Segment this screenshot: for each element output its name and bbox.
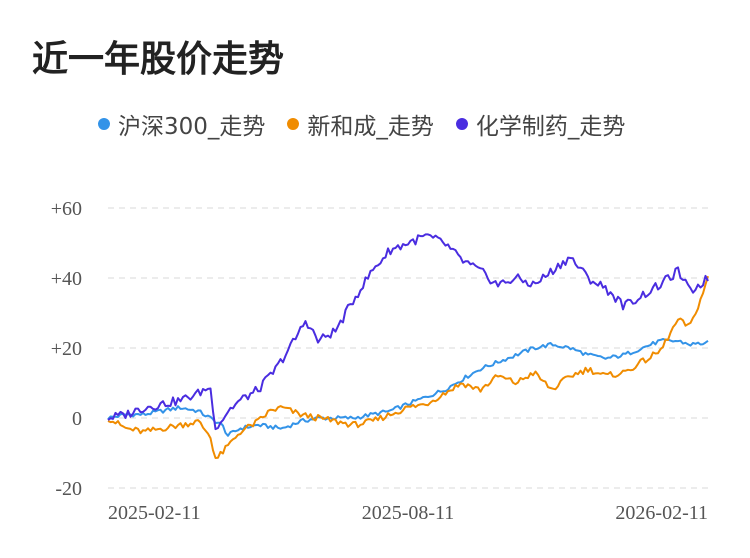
series-layer <box>107 233 709 459</box>
y-axis-ticks: -20 0 +20 +40 +60 <box>51 198 82 500</box>
x-axis-ticks: 2025-02-11 2025-08-11 2026-02-11 <box>108 502 708 524</box>
x-tick-label: 2026-02-11 <box>615 502 708 524</box>
y-tick-label: -20 <box>55 478 82 500</box>
legend-label-xinhecheng: 新和成_走势 <box>307 114 434 140</box>
legend-dot-xinhecheng <box>287 118 300 130</box>
legend-dot-chemical <box>455 118 468 130</box>
y-tick-label: +60 <box>51 198 82 220</box>
y-tick-label: +20 <box>51 338 82 360</box>
y-tick-label: 0 <box>72 408 82 430</box>
legend-item-hs300[interactable]: 沪深300_走势 <box>98 107 265 141</box>
legend-label-hs300: 沪深300_走势 <box>118 114 266 140</box>
legend-dot-hs300 <box>98 118 110 130</box>
y-tick-label: +40 <box>51 268 82 290</box>
series-line-0 <box>107 338 709 437</box>
legend-item-chemical[interactable]: 化学制药_走势 <box>455 107 626 141</box>
legend-label-chemical: 化学制药_走势 <box>475 114 626 140</box>
x-tick-label: 2025-02-11 <box>108 502 201 524</box>
series-line-1 <box>107 275 709 459</box>
legend-item-xinhecheng[interactable]: 新和成_走势 <box>287 107 434 141</box>
grid-layer <box>108 207 708 489</box>
page-title: 近一年股价走势 <box>32 39 285 80</box>
x-tick-label: 2025-08-11 <box>362 502 455 524</box>
chart-legend: 沪深300_走势 新和成_走势 化学制药_走势 <box>98 108 647 140</box>
series-line-2 <box>107 233 709 431</box>
